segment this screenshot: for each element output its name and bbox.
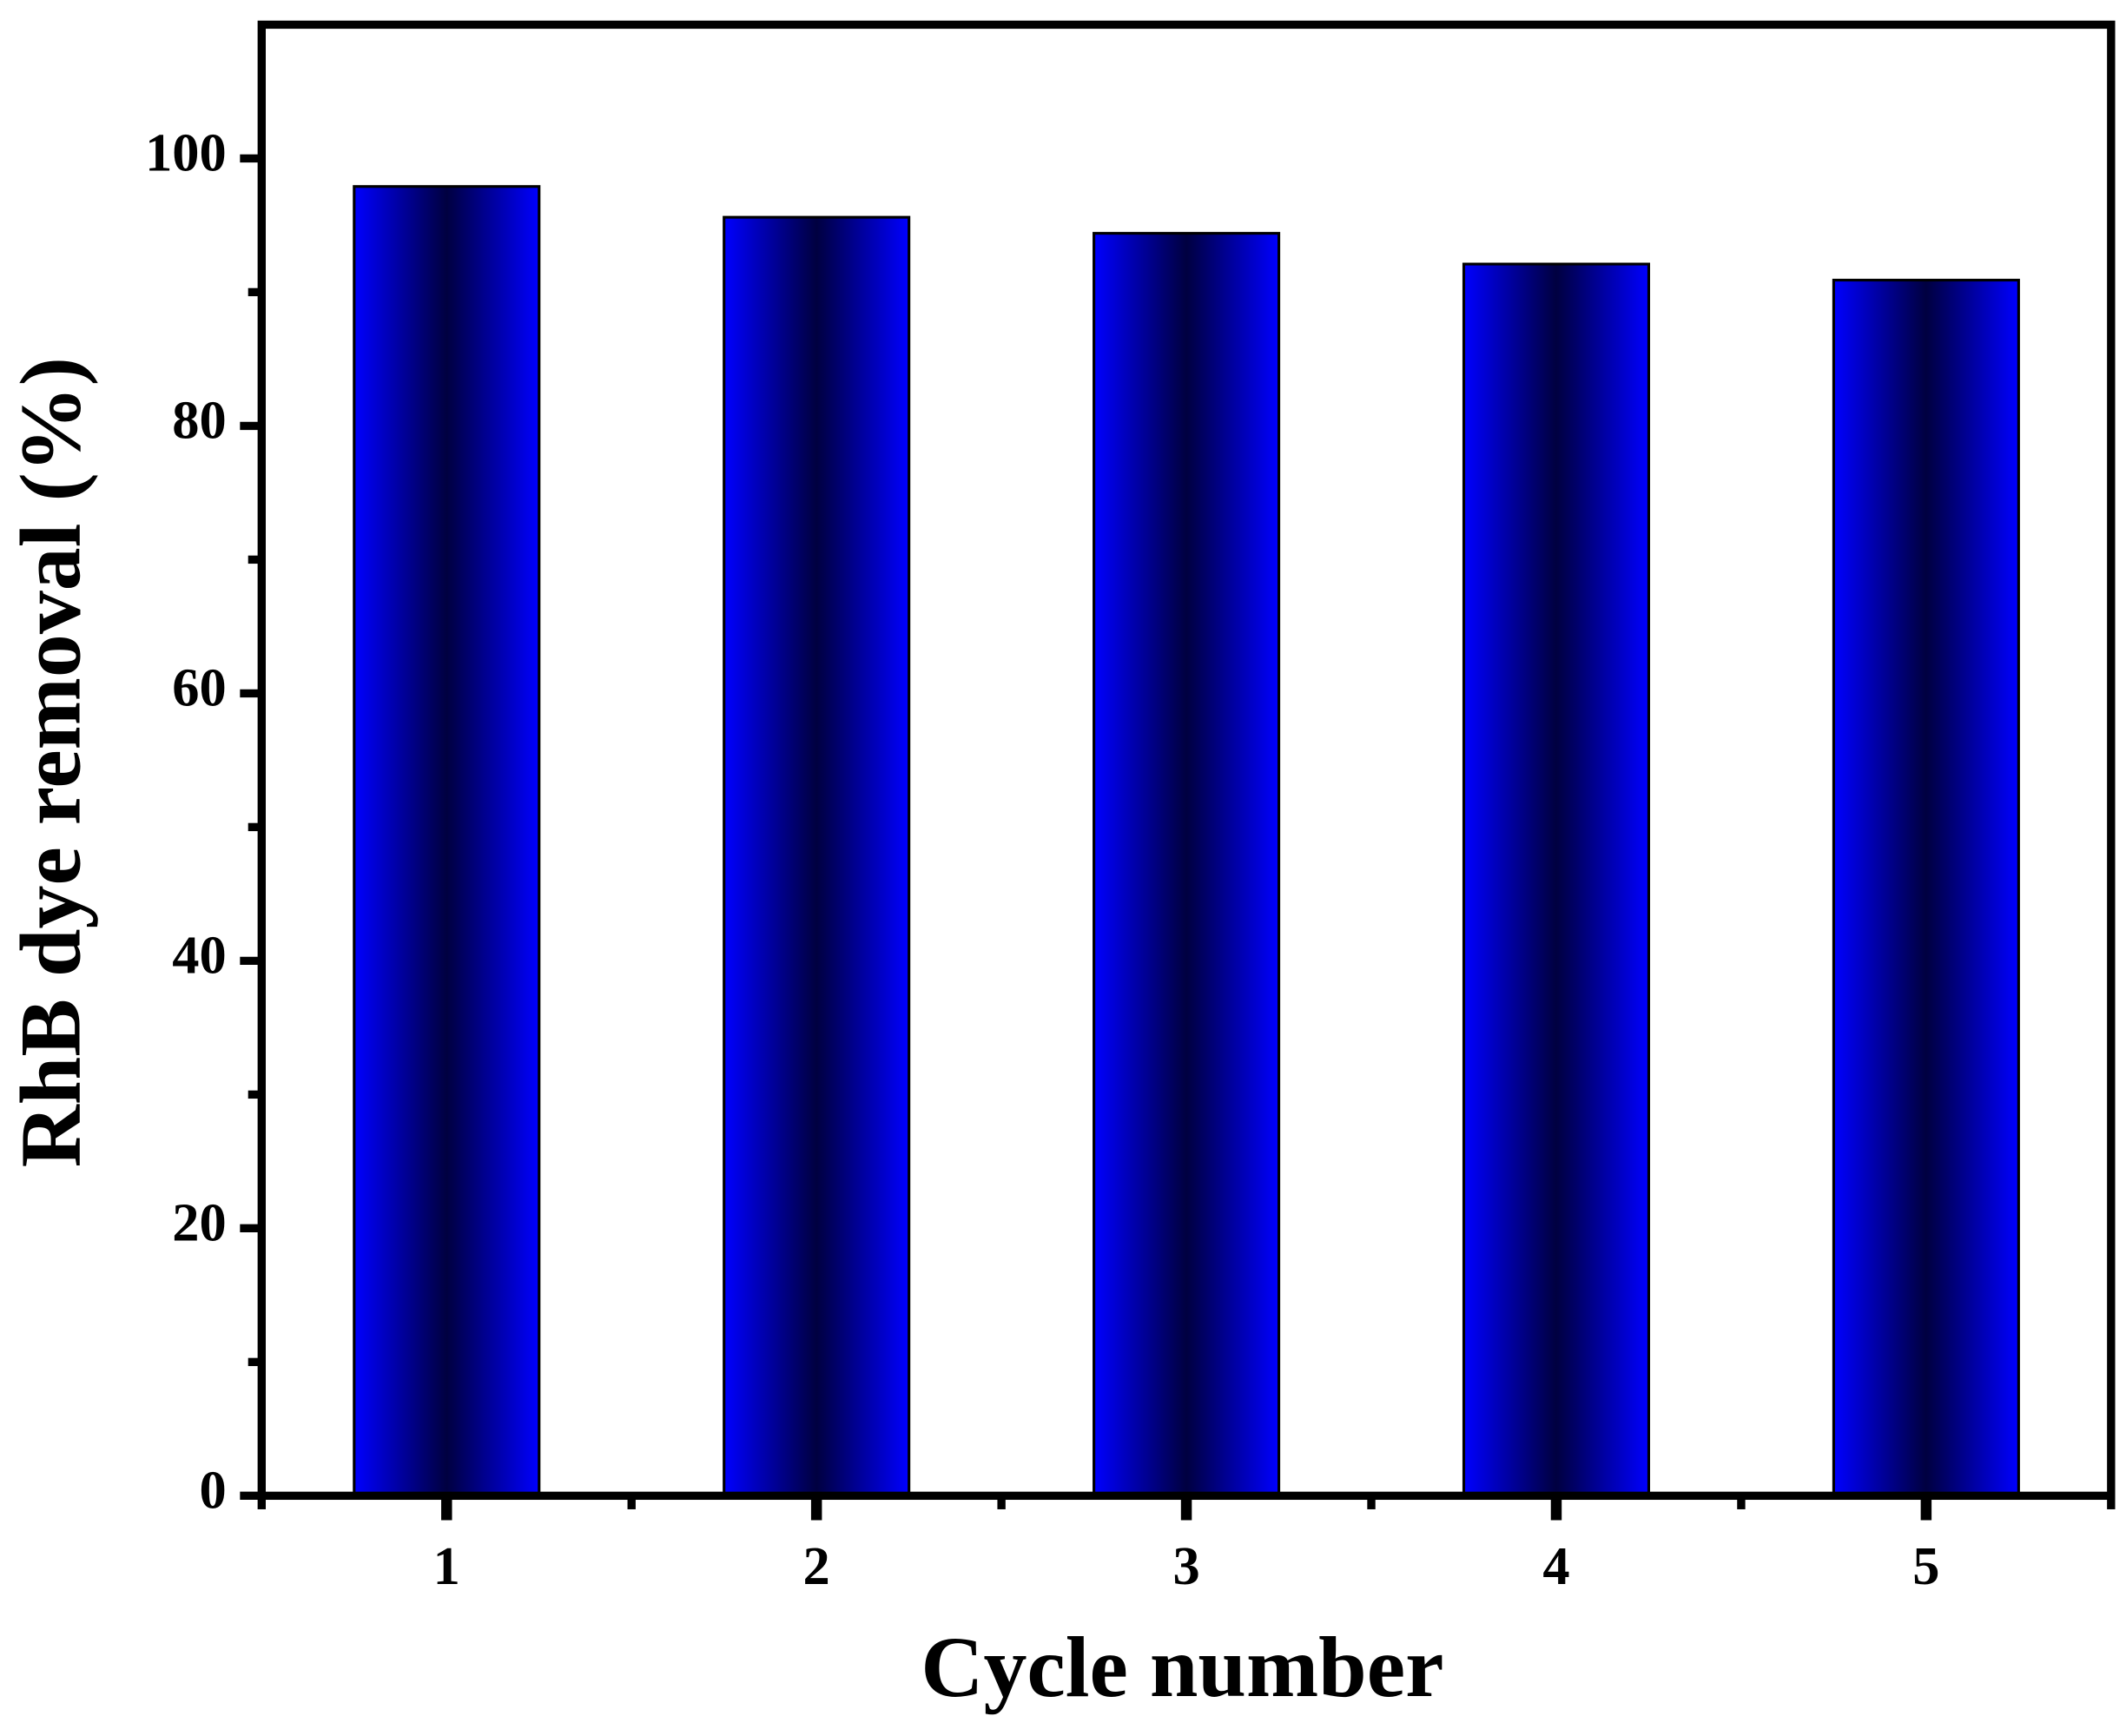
bar <box>1832 278 2020 1497</box>
y-tick-label: 40 <box>172 925 226 986</box>
bar <box>353 185 541 1497</box>
y-tick-label: 20 <box>172 1192 226 1253</box>
x-tick-label: 4 <box>1542 1535 1569 1596</box>
y-axis-title: RhB dye removal (%) <box>3 357 99 1167</box>
y-tick-label: 0 <box>200 1460 227 1521</box>
y-tick-label: 80 <box>172 390 226 451</box>
x-axis-title: Cycle number <box>921 1619 1443 1715</box>
y-tick-label: 60 <box>172 657 226 718</box>
x-tick-label: 5 <box>1912 1535 1939 1596</box>
bar <box>723 215 911 1497</box>
bar <box>1462 262 1651 1497</box>
x-tick-label: 1 <box>433 1535 460 1596</box>
y-tick-label: 100 <box>145 122 227 183</box>
bar <box>1093 232 1281 1497</box>
x-tick-label: 3 <box>1172 1535 1199 1596</box>
x-tick-label: 2 <box>803 1535 830 1596</box>
